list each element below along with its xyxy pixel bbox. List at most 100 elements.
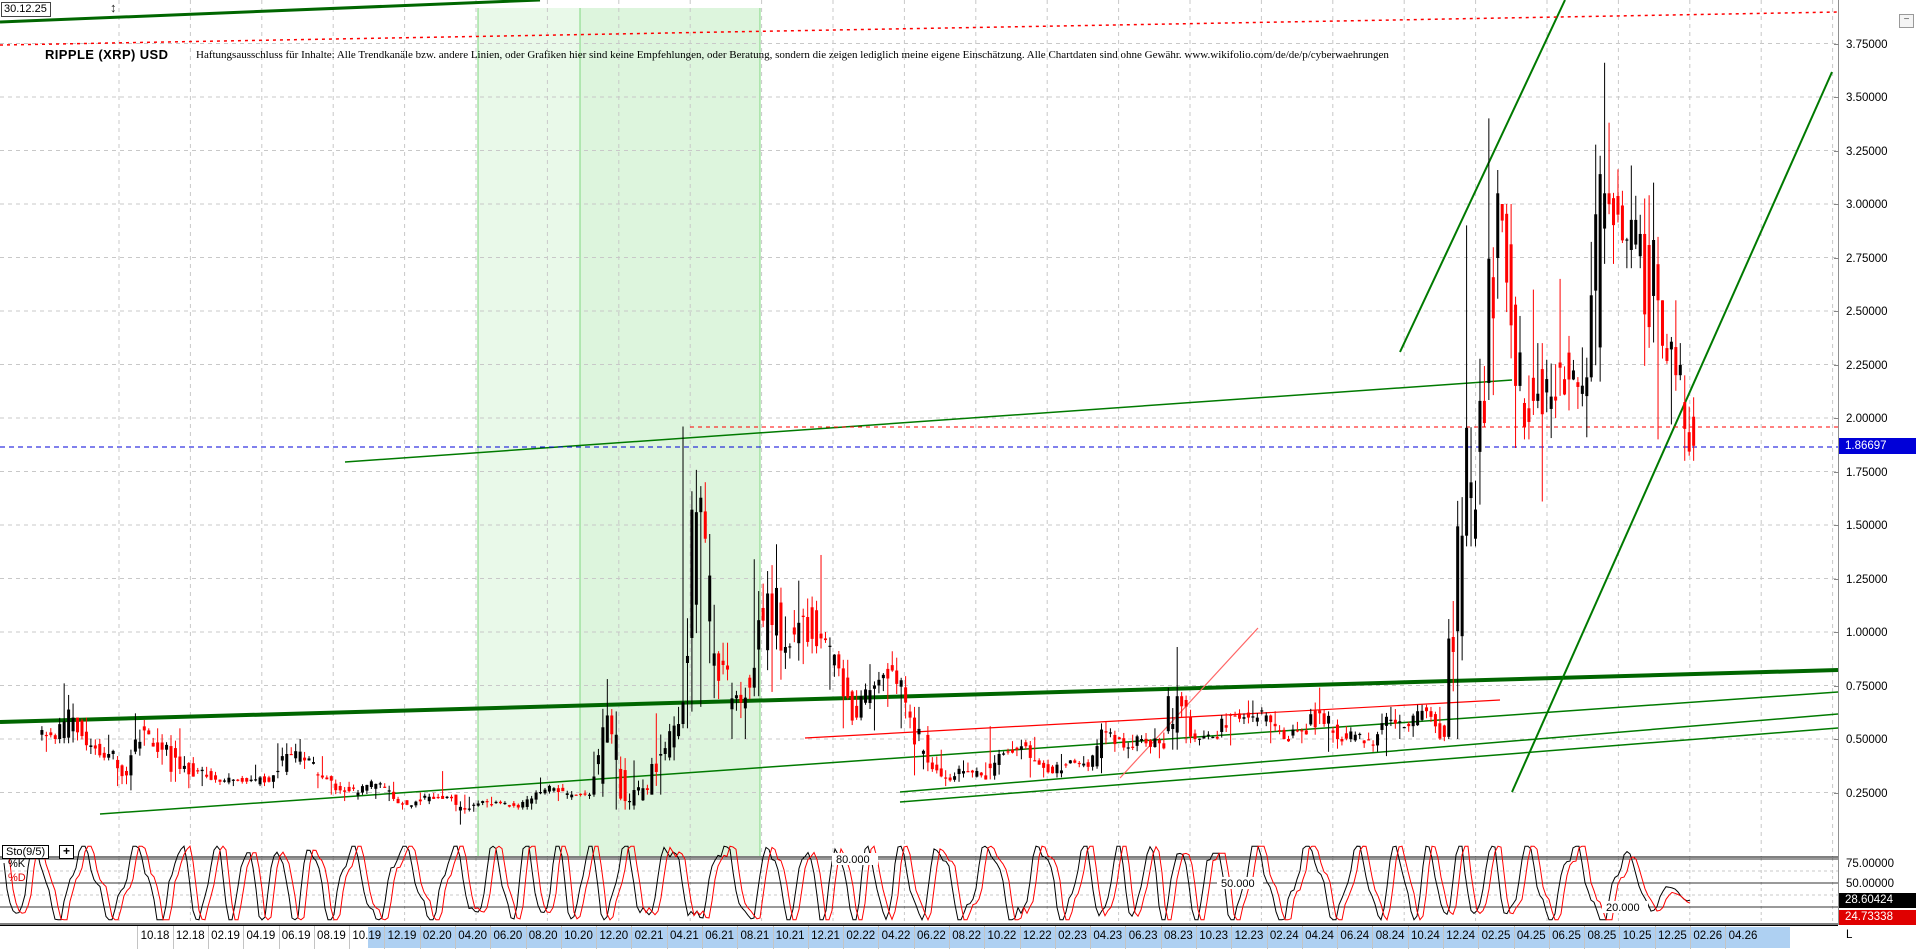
time-axis-label: 02.25 <box>1481 930 1511 942</box>
axis-separator <box>843 926 845 949</box>
current-price-tag: 1.86697 <box>1839 438 1916 455</box>
axis-separator <box>596 926 598 949</box>
stochastic-k-value-tag: 28.60424 <box>1839 893 1916 909</box>
axis-separator <box>137 926 139 949</box>
price-axis-label: 0.50000 <box>1846 734 1888 746</box>
time-axis-label: 06.19 <box>281 930 311 942</box>
axis-separator <box>701 926 703 949</box>
axis-separator <box>666 926 668 949</box>
axis-separator <box>1019 926 1021 949</box>
disclaimer-text: Haftungsausschluss für Inhalte: Alle Tre… <box>196 49 1389 61</box>
price-axis-label: 0.25000 <box>1846 787 1888 800</box>
price-axis-label: 1.00000 <box>1846 627 1888 639</box>
axis-separator <box>1548 926 1550 949</box>
axis-separator <box>878 926 880 949</box>
time-axis-label: 08.25 <box>1587 930 1617 942</box>
time-axis-label: 06.25 <box>1552 930 1581 942</box>
time-axis-label: 04.22 <box>881 930 911 942</box>
price-axis-label: 2.00000 <box>1846 413 1888 425</box>
axis-separator <box>737 926 739 949</box>
resize-arrow-icon[interactable]: ↕ <box>110 0 117 15</box>
time-axis-label: 04.20 <box>458 930 487 942</box>
axis-separator <box>1478 926 1480 949</box>
time-axis-label: 04.26 <box>1728 930 1758 942</box>
axis-tick <box>1834 792 1839 794</box>
time-axis-label: 10.20 <box>564 930 593 942</box>
axis-separator <box>525 926 527 949</box>
time-axis-label: 04.21 <box>669 930 699 942</box>
price-axis-label: 0.75000 <box>1846 680 1888 693</box>
time-axis-label: 12.18 <box>175 930 205 942</box>
time-axis-label: 04.23 <box>1093 930 1123 942</box>
axis-tick <box>1834 43 1839 45</box>
price-chart-canvas[interactable]: 80.000 50.000 20.000 <box>0 0 1838 925</box>
axis-separator <box>772 926 774 949</box>
axis-separator <box>313 926 315 949</box>
axis-tick <box>1834 685 1839 687</box>
time-axis-label: 02.20 <box>422 930 452 942</box>
axis-separator <box>1337 926 1339 949</box>
time-axis-label: 12.24 <box>1446 930 1476 942</box>
price-axis-label: 1.75000 <box>1846 466 1888 479</box>
time-axis-label: 04.19 <box>246 930 276 942</box>
axis-separator <box>1301 926 1303 949</box>
axis-separator <box>1196 926 1198 949</box>
time-axis-label: 12.23 <box>1234 930 1264 942</box>
time-axis-label: 02.19 <box>211 930 240 942</box>
time-axis-label: 10.24 <box>1411 930 1440 942</box>
axis-tick <box>1834 97 1839 98</box>
axis-separator <box>1443 926 1445 949</box>
time-axis-label: 06.22 <box>916 930 946 942</box>
trend-lines[interactable] <box>0 0 1838 815</box>
indicator-label[interactable]: Sto(9/5) <box>2 845 50 859</box>
axis-separator <box>1690 926 1692 949</box>
time-axis-label: 02.26 <box>1693 930 1723 942</box>
time-axis-label: 02.22 <box>846 930 876 942</box>
gridlines <box>0 0 1838 925</box>
axis-separator <box>1231 926 1233 949</box>
time-axis-label: 10.22 <box>987 930 1017 942</box>
axis-separator <box>1090 926 1092 949</box>
time-axis-label: 10.19 <box>352 930 382 942</box>
indicator-add-button[interactable]: + <box>59 845 74 859</box>
time-axis-label: 12.22 <box>1022 930 1052 942</box>
stochastic-d-label: %D <box>8 872 26 884</box>
stochastic-k-label: %K <box>8 858 26 870</box>
axis-separator <box>278 926 280 949</box>
time-axis[interactable]: 10.18 12.18 02.19 04.19 06.19 08.19 10.19 12.19… <box>0 925 1838 949</box>
stochastic-d-value-tag: 24.73338 <box>1839 910 1916 926</box>
scale-toggle[interactable]: L <box>1846 929 1853 941</box>
collapse-axis-button[interactable]: − <box>1899 14 1914 28</box>
axis-separator <box>1654 926 1656 949</box>
axis-separator <box>984 926 986 949</box>
axis-tick <box>1834 257 1839 259</box>
axis-separator <box>1619 926 1621 949</box>
axis-tick <box>1834 364 1839 366</box>
axis-separator <box>560 926 562 949</box>
price-axis-label: 3.25000 <box>1846 145 1888 158</box>
axis-tick <box>1834 471 1839 473</box>
time-axis-label: 04.25 <box>1516 930 1546 942</box>
time-axis-label: 08.20 <box>528 930 558 942</box>
axis-separator <box>490 926 492 949</box>
price-axis[interactable]: − 3.75000 3.50000 3.25000 3.00000 2.75000 2.5… <box>1834 0 1916 926</box>
axis-tick <box>1834 150 1839 152</box>
highlight-band <box>477 8 761 856</box>
time-axis-label: 06.20 <box>493 930 523 942</box>
date-label[interactable]: 30.12.25 <box>1 2 51 17</box>
time-axis-label: 08.21 <box>740 930 770 942</box>
price-axis-label: 1.50000 <box>1846 520 1888 532</box>
axis-separator <box>807 926 809 949</box>
axis-tick <box>1834 204 1839 205</box>
time-axis-label: 02.21 <box>634 930 664 942</box>
time-axis-label: 06.23 <box>1128 930 1158 942</box>
axis-separator <box>1160 926 1162 949</box>
price-axis-label: 3.50000 <box>1846 92 1888 104</box>
axis-tick <box>1834 632 1839 633</box>
time-axis-label: 08.19 <box>317 930 346 942</box>
time-axis-label: 10.21 <box>775 930 805 942</box>
candlesticks <box>40 62 1696 825</box>
axis-separator <box>1125 926 1127 949</box>
price-axis-label: 2.25000 <box>1846 359 1888 372</box>
